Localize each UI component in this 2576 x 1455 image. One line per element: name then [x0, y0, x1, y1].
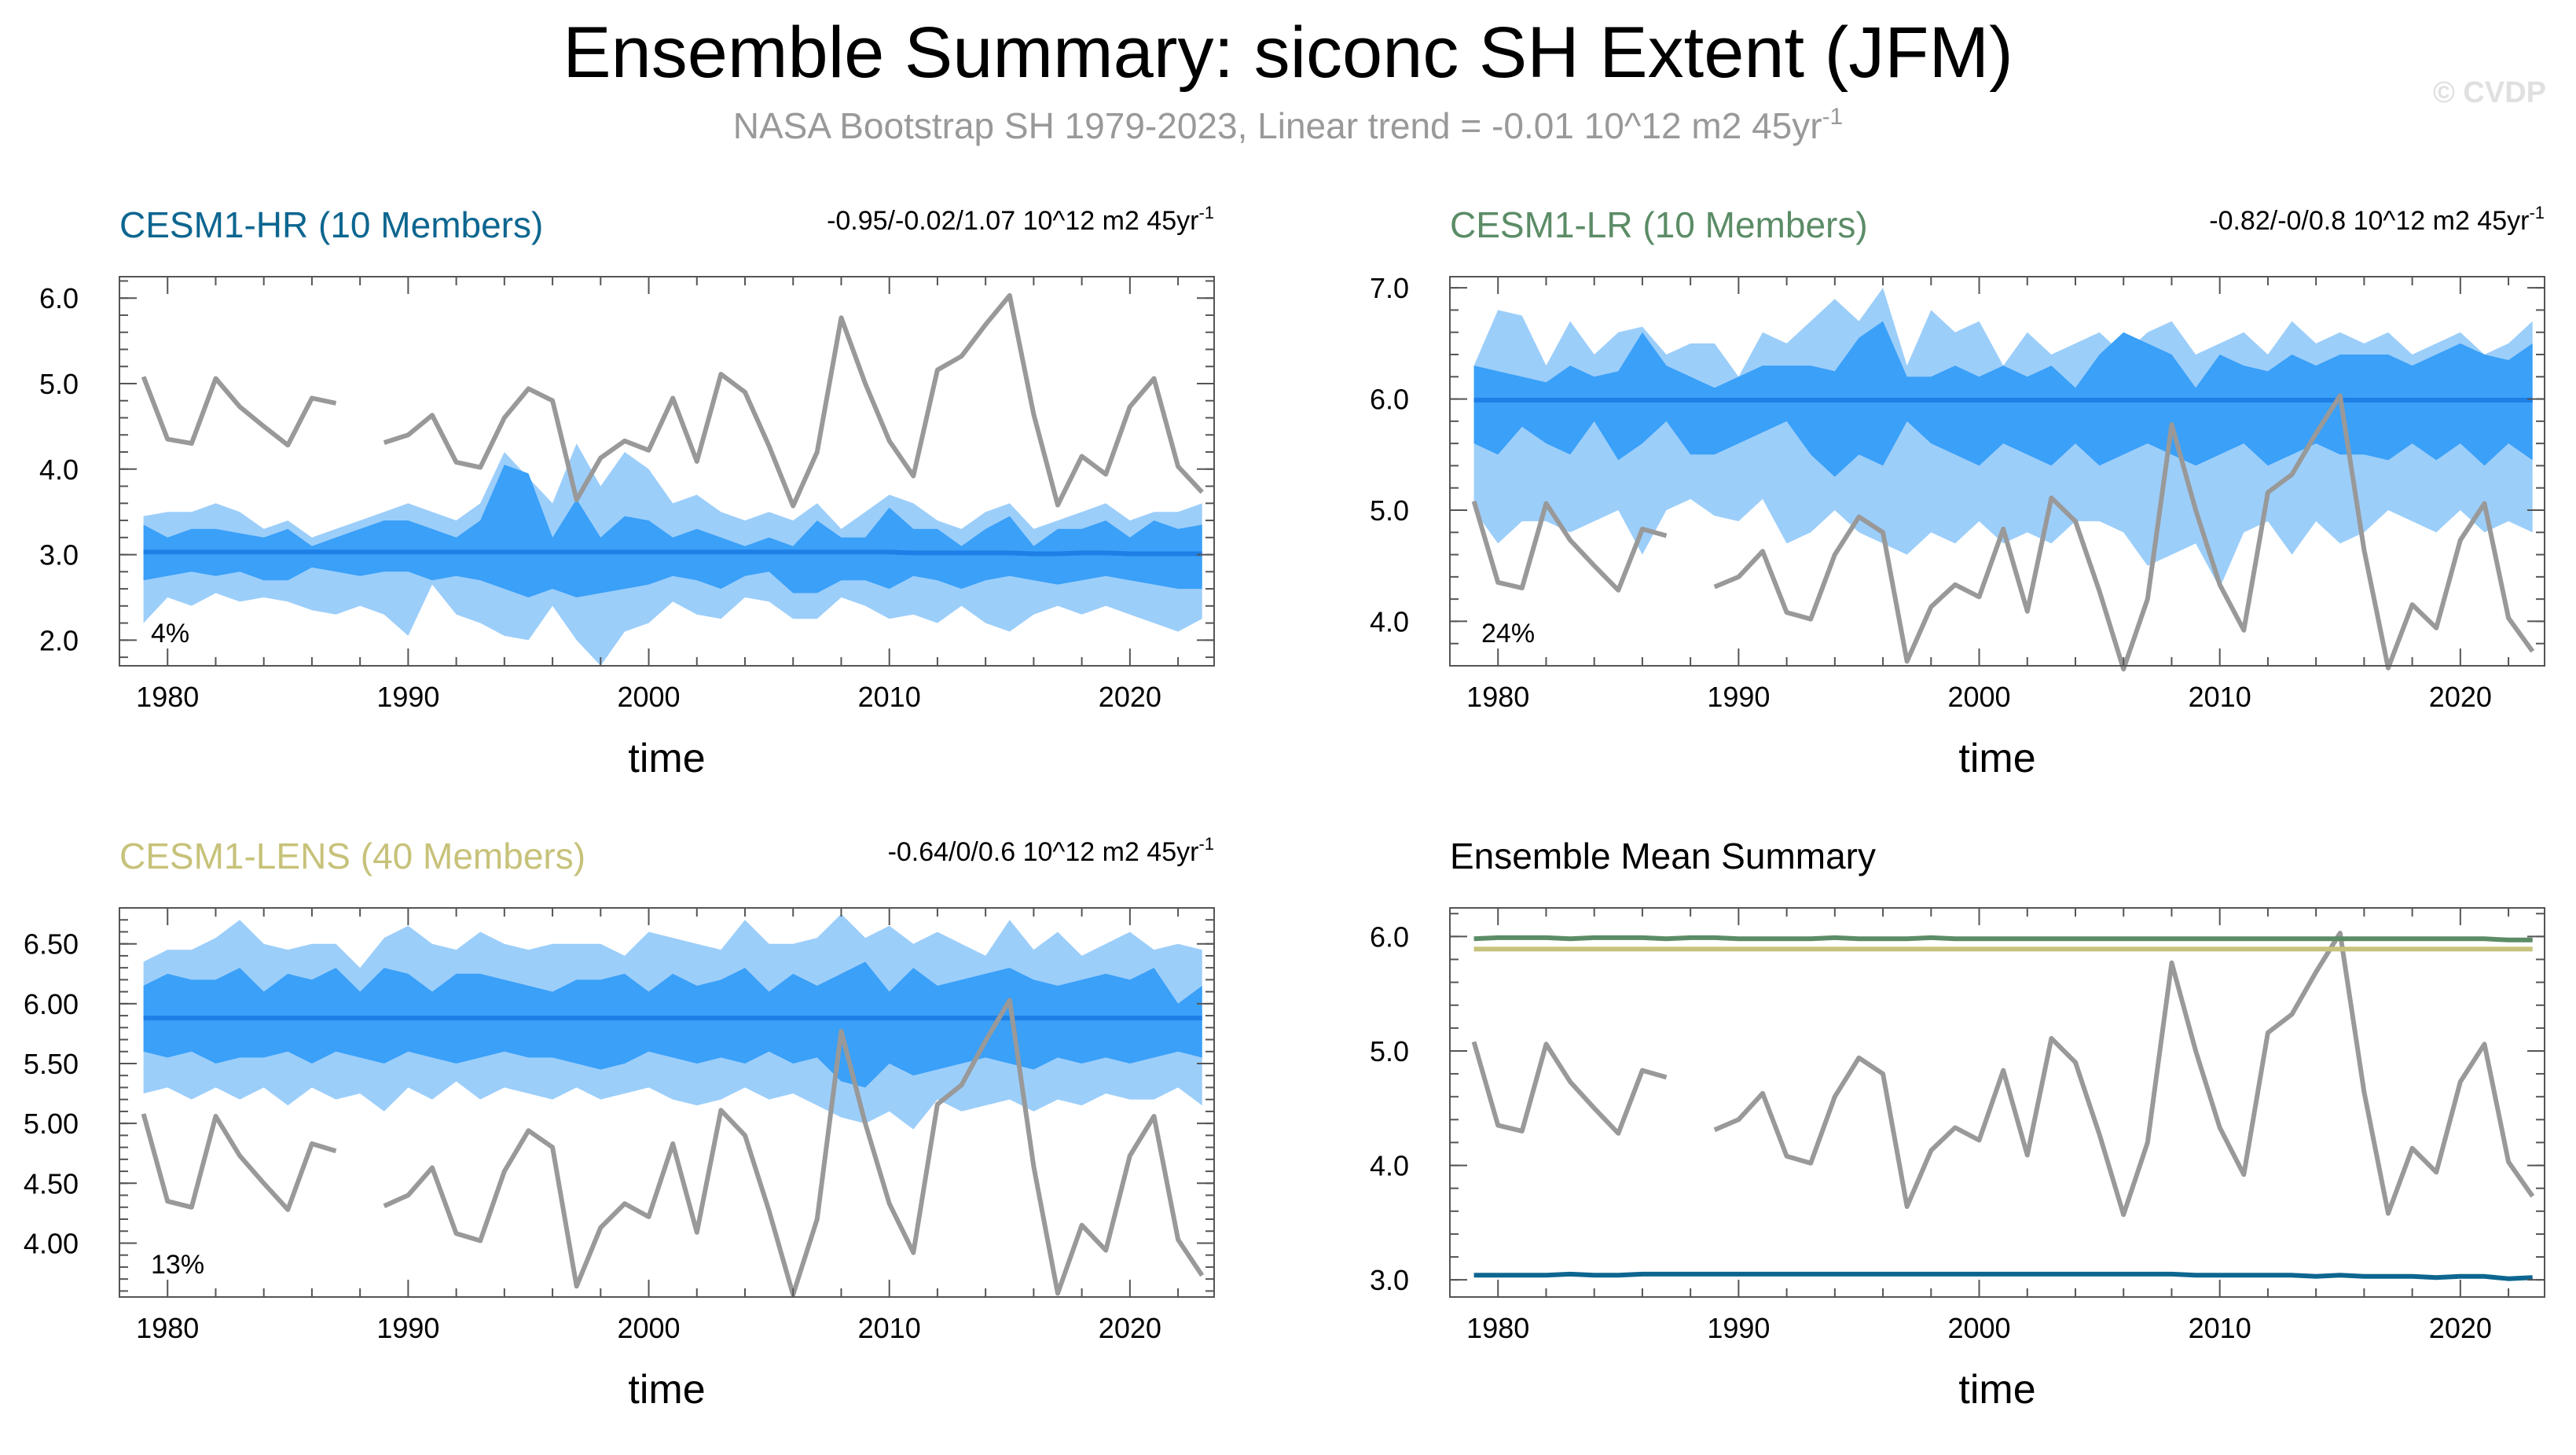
- panel-title: CESM1-HR (10 Members): [119, 204, 543, 245]
- trend-range-text: -0.95/-0.02/1.07 10^12 m2 45yr-1: [827, 203, 1214, 236]
- plot-frame: [1449, 276, 2545, 667]
- y-tick-label: 5.0: [1370, 494, 1409, 527]
- x-axis-label: time: [628, 1367, 705, 1413]
- y-tick-label: 6.0: [1370, 384, 1409, 416]
- observed-series-line: [1471, 500, 1668, 593]
- trend-range-text: -0.64/0/0.6 10^12 m2 45yr-1: [888, 834, 1214, 867]
- x-tick-label: 2020: [2429, 681, 2492, 713]
- series-line-nasa-bootstrap-sh: [1713, 931, 2535, 1218]
- y-tick-label: 7.0: [1370, 272, 1409, 304]
- x-tick-label: 1990: [1707, 681, 1770, 713]
- trend-superscript: -1: [2529, 203, 2545, 222]
- y-tick-label: 5.0: [39, 368, 79, 400]
- x-tick-label: 1990: [376, 1312, 439, 1344]
- y-tick-label: 4.0: [39, 454, 79, 486]
- plot-frame: [1449, 907, 2545, 1298]
- x-tick-label: 2000: [1947, 1312, 2010, 1344]
- y-tick-label: 5.00: [24, 1108, 79, 1140]
- subtitle: NASA Bootstrap SH 1979-2023, Linear tren…: [733, 104, 1844, 146]
- cvdp-watermark: © CVDP: [2433, 76, 2546, 109]
- x-tick-label: 2010: [2189, 681, 2251, 713]
- trend-superscript: -1: [1198, 203, 1214, 222]
- x-axis-label: time: [628, 736, 705, 781]
- panel-cesm1-lens: CESM1-LENS (40 Members) -0.64/0/0.6 10^12…: [24, 834, 1215, 1413]
- trend-range-text: -0.82/-0/0.8 10^12 m2 45yr-1: [2209, 203, 2545, 236]
- x-tick-label: 2010: [858, 681, 921, 713]
- x-tick-label: 2000: [617, 681, 680, 713]
- x-tick-label: 2000: [617, 1312, 680, 1344]
- trend-superscript: -1: [1198, 834, 1214, 854]
- y-tick-label: 6.00: [24, 988, 79, 1020]
- panel-cesm1-hr: CESM1-HR (10 Members) -0.95/-0.02/1.07 10…: [39, 203, 1215, 781]
- panel-title: Ensemble Mean Summary: [1450, 836, 1876, 876]
- subtitle-superscript: -1: [1822, 104, 1844, 130]
- y-tick-label: 5.50: [24, 1048, 79, 1080]
- x-tick-label: 2020: [2429, 1312, 2492, 1344]
- x-tick-label: 2010: [2189, 1312, 2251, 1344]
- y-tick-label: 5.0: [1370, 1035, 1409, 1067]
- main-title: Ensemble Summary: siconc SH Extent (JFM): [563, 13, 2013, 93]
- ensemble-median-line: [143, 549, 1202, 557]
- y-tick-label: 4.0: [1370, 605, 1409, 637]
- y-tick-label: 6.0: [39, 282, 79, 314]
- plot-frame: [119, 276, 1215, 667]
- y-tick-label: 6.50: [24, 928, 79, 961]
- x-tick-label: 1990: [1707, 1312, 1770, 1344]
- panel-title: CESM1-LENS (40 Members): [119, 836, 585, 876]
- trend-text: -0.64/0/0.6 10^12 m2 45yr: [888, 837, 1199, 867]
- y-tick-label: 3.0: [39, 539, 79, 571]
- x-tick-label: 1980: [1466, 681, 1529, 713]
- panel-cesm1-lr: CESM1-LR (10 Members) -0.82/-0/0.8 10^12 …: [1370, 203, 2545, 781]
- percent-label: 4%: [151, 619, 189, 649]
- percent-label: 13%: [151, 1250, 204, 1280]
- plot-background: [1450, 908, 2545, 1297]
- x-tick-label: 1980: [136, 1312, 199, 1344]
- observed-series-line: [1713, 393, 2535, 672]
- trend-text: -0.82/-0/0.8 10^12 m2 45yr: [2209, 206, 2529, 236]
- x-tick-label: 2010: [858, 1312, 921, 1344]
- trend-text: -0.95/-0.02/1.07 10^12 m2 45yr: [827, 206, 1198, 236]
- panel-ensemble-mean-summary: Ensemble Mean Summary 1980 1990 2000 2010 202…: [1370, 836, 2545, 1413]
- y-tick-label: 4.00: [24, 1227, 79, 1259]
- series-line-nasa-bootstrap-sh: [1471, 1041, 1668, 1136]
- ensemble-inner-range-band: [143, 961, 1202, 1088]
- plot-frame: [119, 907, 1215, 1298]
- ensemble-inner-range-band: [143, 465, 1202, 597]
- panel-title: CESM1-LR (10 Members): [1450, 204, 1868, 245]
- x-tick-label: 2020: [1099, 681, 1161, 713]
- series-line-cesm1-lr: [1473, 935, 2533, 942]
- observed-series-line: [141, 1113, 337, 1212]
- y-tick-label: 6.0: [1370, 920, 1409, 953]
- x-axis-label: time: [1958, 736, 2035, 781]
- series-line-cesm1-hr: [1473, 1271, 2533, 1281]
- observed-series-line: [141, 376, 337, 448]
- x-tick-label: 1990: [376, 681, 439, 713]
- x-axis-label: time: [1958, 1367, 2035, 1413]
- y-tick-label: 4.50: [24, 1167, 79, 1200]
- y-tick-label: 4.0: [1370, 1150, 1409, 1182]
- y-tick-label: 2.0: [39, 624, 79, 656]
- subtitle-text: NASA Bootstrap SH 1979-2023, Linear tren…: [733, 105, 1822, 146]
- x-tick-label: 1980: [1466, 1312, 1529, 1344]
- x-tick-label: 2020: [1099, 1312, 1161, 1344]
- x-tick-label: 2000: [1947, 681, 2010, 713]
- y-tick-label: 3.0: [1370, 1264, 1409, 1296]
- observed-series-line: [383, 292, 1204, 509]
- x-tick-label: 1980: [136, 681, 199, 713]
- percent-label: 24%: [1481, 619, 1535, 649]
